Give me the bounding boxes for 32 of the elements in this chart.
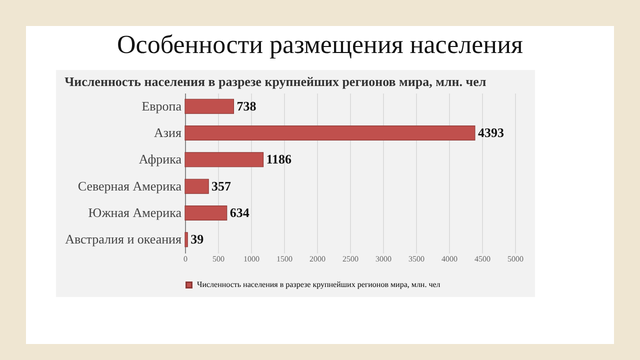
y-tick-label: Южная Америка [88,205,182,220]
bar [184,152,264,168]
data-label: 1186 [266,152,292,167]
x-tick-label: 3500 [408,254,424,264]
x-tick-label: 5000 [508,254,524,264]
legend-label: Численность населения в разрезе крупнейших регионов мира, млн. чел [197,280,440,289]
bar [184,98,234,114]
data-label: 39 [190,232,204,247]
x-tick-label: 2500 [342,254,358,264]
data-label: 4393 [478,125,504,140]
y-tick-label: Европа [142,98,182,114]
x-tick-label: 2000 [310,254,326,264]
y-tick-label: Австралия и океания [65,232,182,247]
data-label: 357 [212,178,232,194]
x-tick-label: 3000 [376,254,392,264]
bar [184,178,209,194]
chart-subtitle: Численность населения в разрезе крупнейших регионов мира, млн. чел [64,74,486,89]
data-label: 738 [236,98,257,114]
x-tick-label: 4000 [442,254,458,264]
y-tick-label: Северная Америка [78,178,182,194]
x-tick-label: 1000 [244,254,260,264]
bar [184,232,188,248]
x-tick-label: 0 [184,254,188,264]
bar [184,206,228,220]
y-tick-label: Азия [154,125,182,140]
chart-title: Особенности размещения населения [116,30,524,60]
x-tick-label: 1500 [276,254,292,264]
bar [184,126,476,140]
y-tick-label: Африка [138,152,182,167]
x-tick-label: 500 [212,254,224,264]
x-tick-label: 4500 [474,254,490,264]
data-label: 634 [230,205,250,220]
